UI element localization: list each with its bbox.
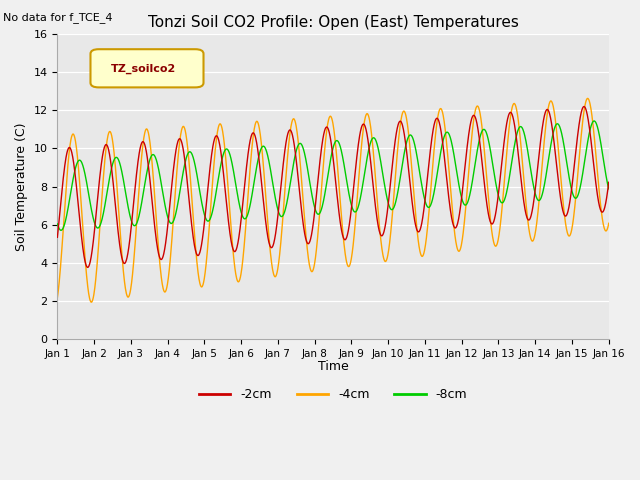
Legend: -2cm, -4cm, -8cm: -2cm, -4cm, -8cm [194, 384, 472, 407]
Y-axis label: Soil Temperature (C): Soil Temperature (C) [15, 122, 28, 251]
Text: TZ_soilco2: TZ_soilco2 [111, 63, 176, 73]
X-axis label: Time: Time [317, 360, 348, 373]
Title: Tonzi Soil CO2 Profile: Open (East) Temperatures: Tonzi Soil CO2 Profile: Open (East) Temp… [148, 15, 518, 30]
FancyBboxPatch shape [90, 49, 204, 87]
Text: No data for f_TCE_4: No data for f_TCE_4 [3, 12, 113, 23]
